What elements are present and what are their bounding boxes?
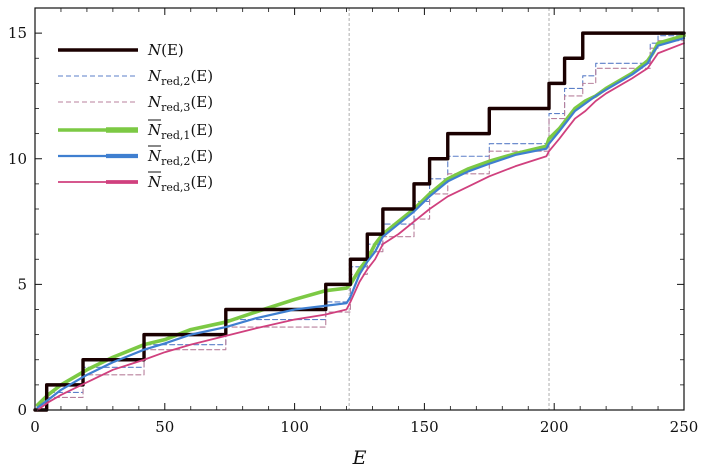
legend-label-sub: red,3 [161, 101, 190, 114]
series-line [33, 31, 686, 412]
plot-area [33, 8, 686, 412]
legend-label-base: N [147, 93, 162, 111]
axes: 0 50 100 150 200 250 0 5 10 15 [8, 8, 698, 436]
legend: N(E)Nred,2(E)Nred,3(E)Nred,1(E)Nred,2(E)… [58, 41, 213, 194]
legend-label: N(E) [147, 41, 184, 59]
legend-label-arg: (E) [190, 147, 213, 165]
y-tick-label: 0 [17, 401, 27, 419]
legend-label-sub: red,2 [161, 155, 190, 168]
legend-label-base: N [147, 67, 162, 85]
legend-label-base: N [147, 173, 162, 191]
legend-label: Nred,2(E) [147, 67, 213, 88]
legend-label-sub: red,1 [161, 129, 190, 142]
legend-label: Nred,1(E) [147, 121, 213, 142]
x-tick-label: 0 [30, 418, 40, 436]
x-tick-label: 150 [410, 418, 439, 436]
y-tick-label: 15 [8, 24, 27, 42]
legend-label-arg: (E) [190, 121, 213, 139]
legend-label-sub: red,2 [161, 75, 190, 88]
legend-label-base: N [147, 147, 162, 165]
y-tick-label: 10 [8, 150, 27, 168]
legend-label-sub: red,3 [161, 181, 190, 194]
legend-label-base: N [147, 121, 162, 139]
legend-label-base: N [147, 41, 162, 59]
x-tick-label: 200 [540, 418, 569, 436]
series-line [35, 33, 686, 407]
x-axis-title: E [352, 447, 367, 469]
legend-label: Nred,3(E) [147, 93, 213, 114]
legend-label-arg: (E) [161, 41, 184, 59]
x-tick-label: 50 [155, 418, 174, 436]
legend-label-arg: (E) [190, 93, 213, 111]
series-line [36, 42, 685, 411]
legend-label: Nred,3(E) [147, 173, 213, 194]
x-tick-label: 100 [280, 418, 309, 436]
y-tick-label: 5 [17, 275, 27, 293]
legend-label-arg: (E) [190, 173, 213, 191]
x-tick-label: 250 [670, 418, 699, 436]
legend-label-arg: (E) [190, 67, 213, 85]
legend-label: Nred,2(E) [147, 147, 213, 168]
series-line [36, 37, 686, 409]
